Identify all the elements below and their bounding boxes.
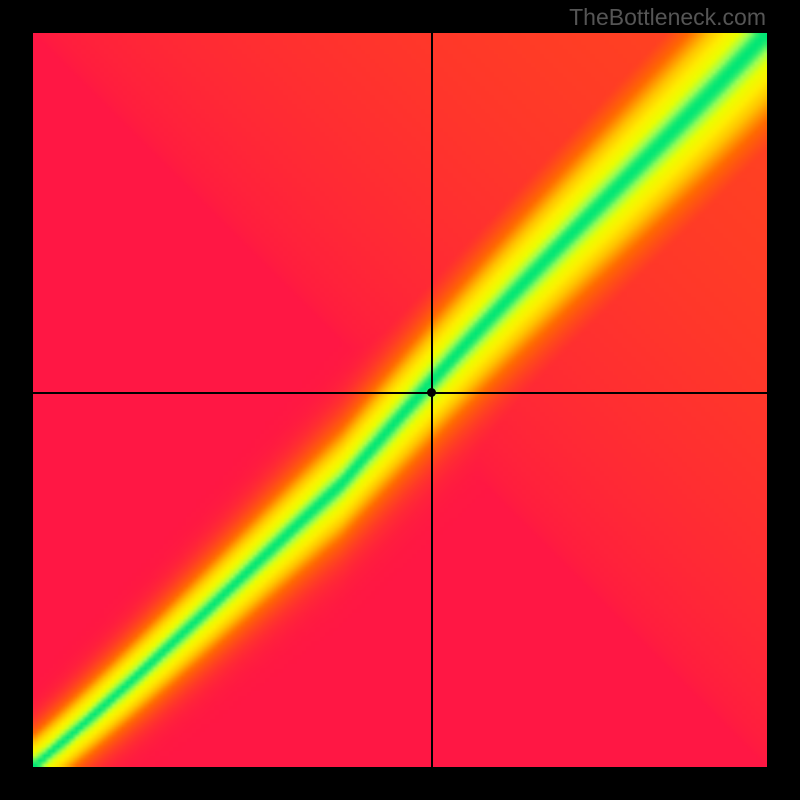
chart-frame: TheBottleneck.com [0, 0, 800, 800]
crosshair-vertical [431, 33, 433, 767]
crosshair-horizontal [33, 392, 767, 394]
watermark-text: TheBottleneck.com [569, 4, 766, 31]
heatmap-canvas [33, 33, 767, 767]
